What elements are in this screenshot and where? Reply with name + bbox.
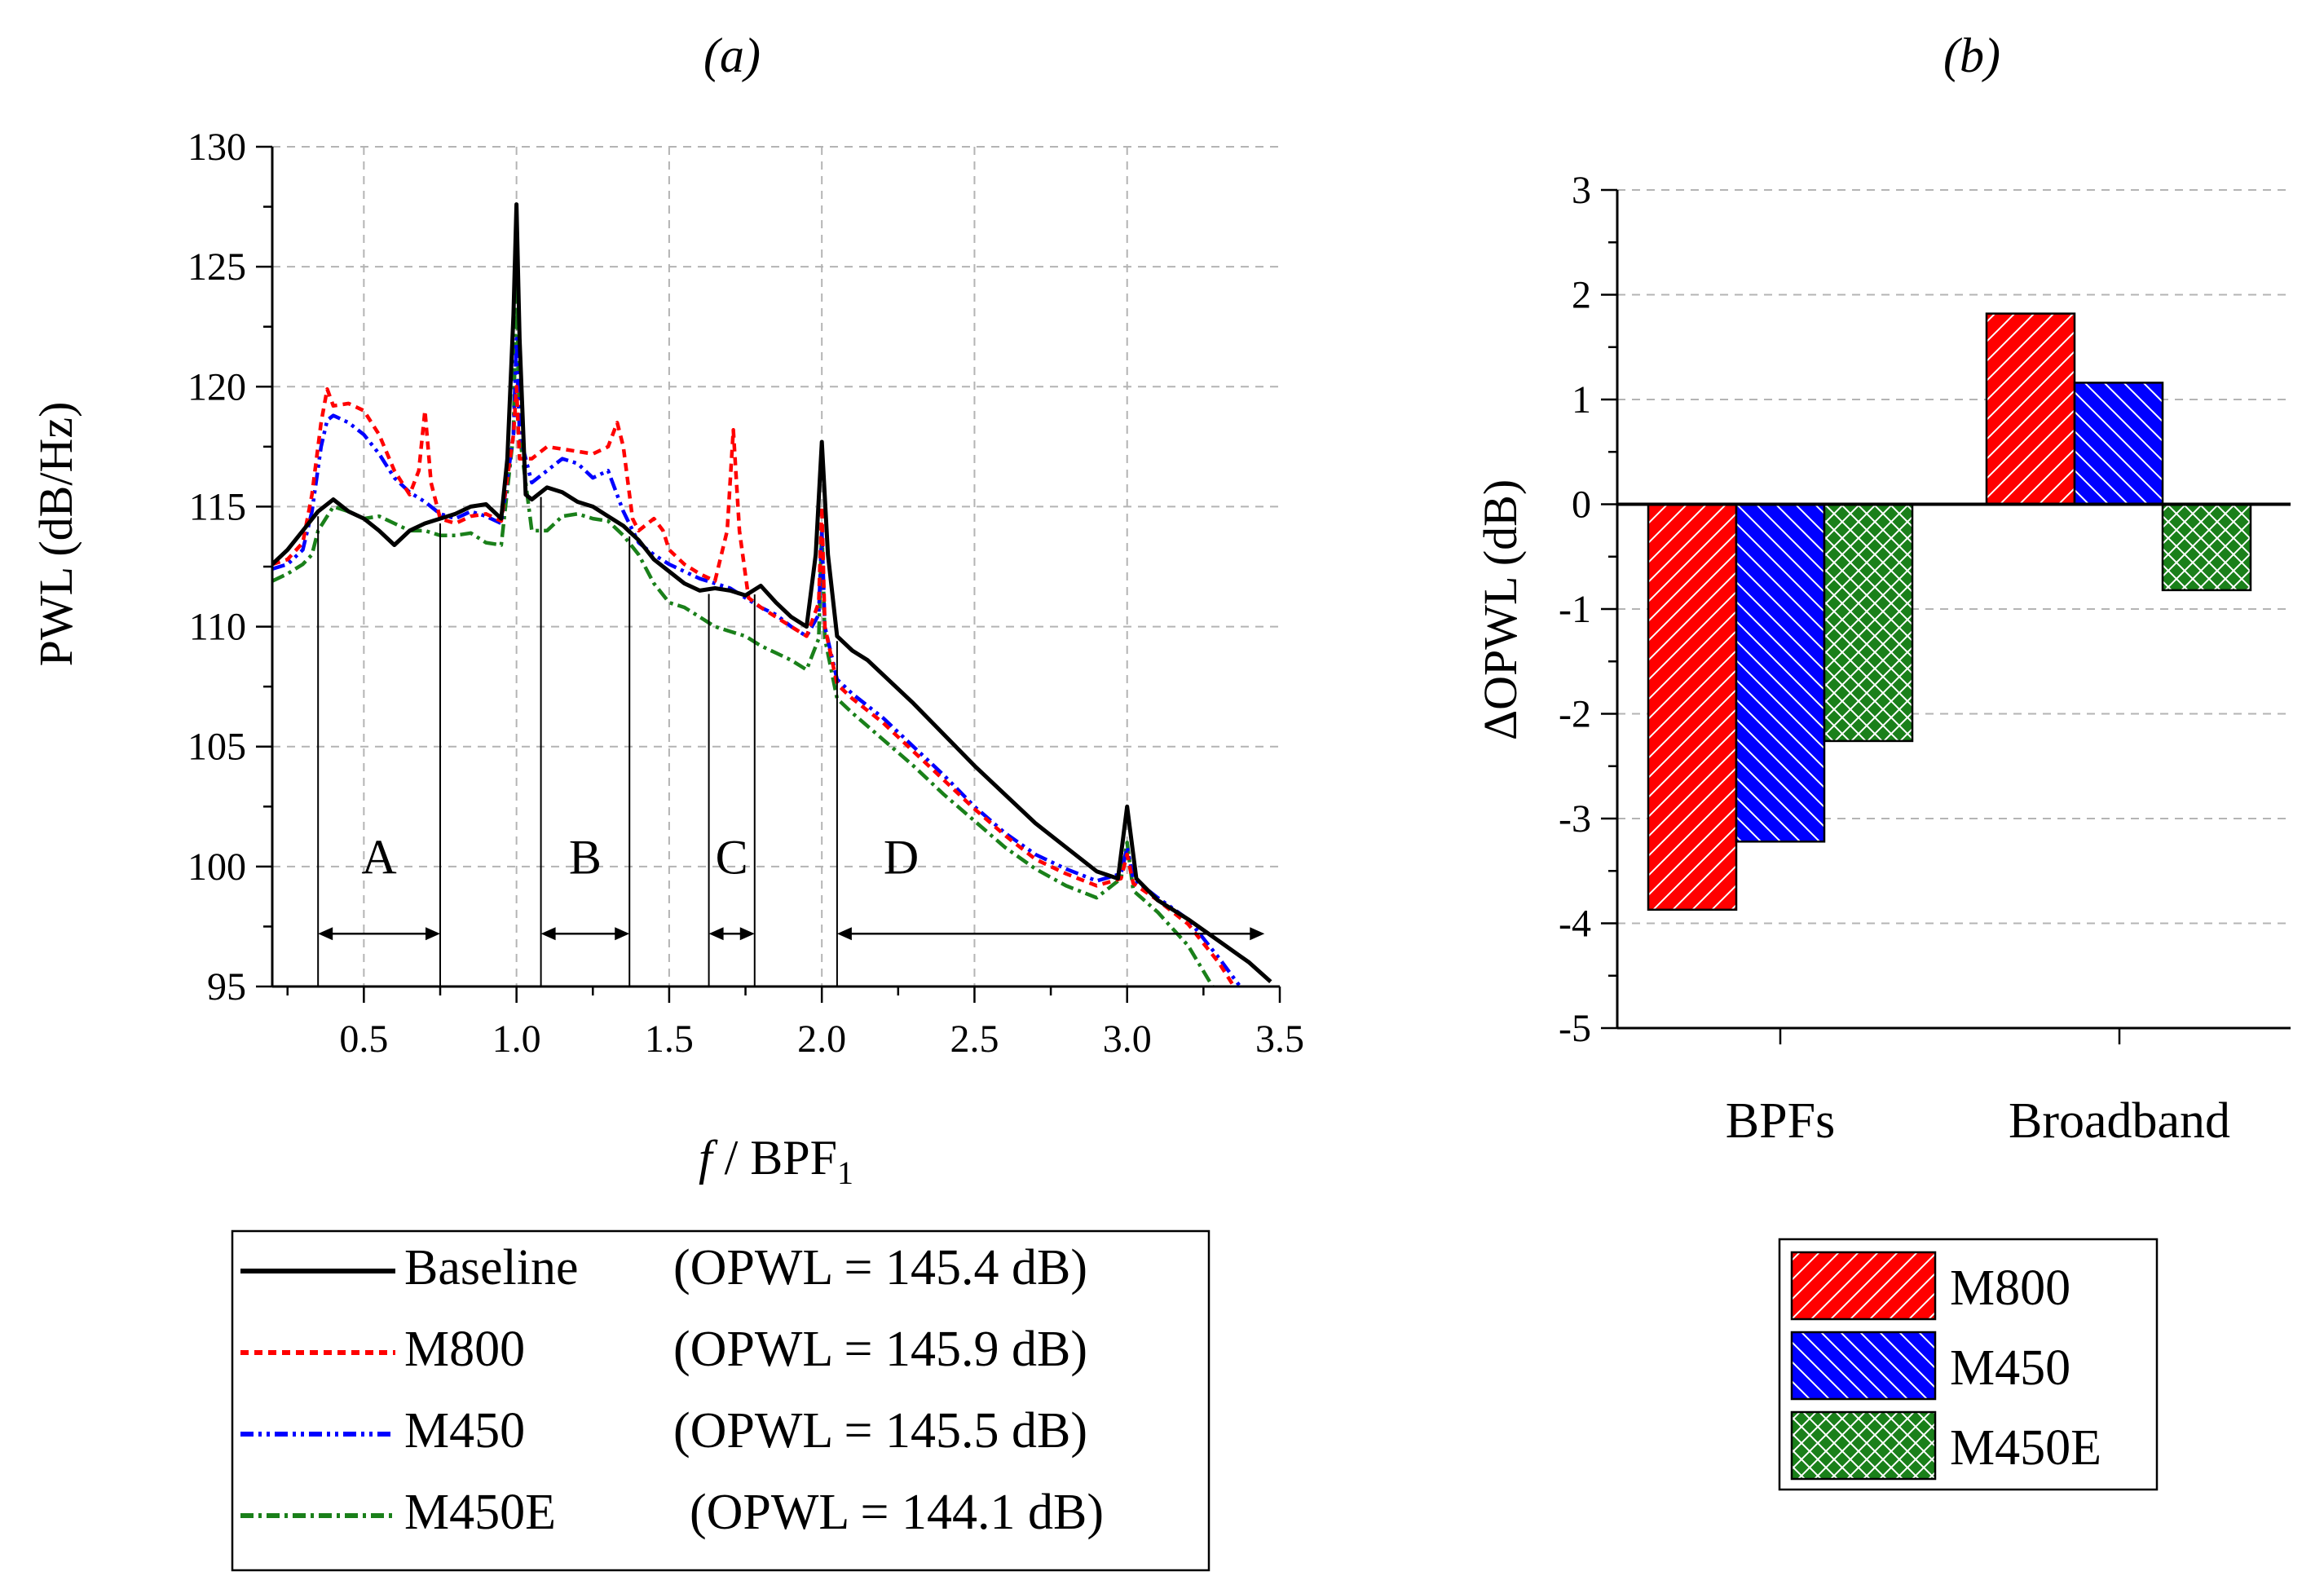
b-y-tick-label: -5: [1559, 1007, 1591, 1050]
b-legend-label-m450e: M450E: [1950, 1420, 2101, 1476]
band-label-c: C: [716, 831, 748, 885]
a-y-tick-label: 130: [187, 126, 246, 169]
bar-broadband-m450: [2073, 382, 2164, 505]
b-category-label-bpfs: BPFs: [1726, 1093, 1835, 1149]
b-y-tick-label: 1: [1572, 378, 1591, 422]
bar-bpfs-m450: [1735, 503, 1826, 843]
a-y-tick-label: 105: [187, 726, 246, 769]
bar-bpfs-m800: [1647, 503, 1738, 911]
band-a-arrowhead-right: [426, 927, 440, 941]
b-y-tick-label: 0: [1572, 483, 1591, 527]
panel-a-x-axis-label: f / BPF1: [699, 1131, 853, 1191]
panel-a-bands: A B C D: [317, 497, 1265, 987]
band-d-arrowhead-right: [1250, 927, 1265, 941]
a-x-tick-label: 3.5: [1255, 1017, 1304, 1061]
legend-label-m800: M800: [404, 1322, 525, 1377]
panel-b: (b) -5 -4 -3 -2 -1 0 1 2 3 BPFs Broadband ΔOPWL (…: [1474, 29, 2291, 1491]
panel-a-label: (a): [703, 29, 761, 82]
a-x-tick-label: 2.5: [950, 1017, 999, 1061]
b-y-tick-label: -2: [1559, 693, 1591, 736]
a-y-tick-label: 110: [189, 606, 246, 649]
legend-label-baseline: Baseline: [404, 1240, 579, 1295]
panel-a-series: [272, 202, 1272, 987]
band-label-b: B: [569, 831, 602, 885]
panel-b-legend: M800 M450 M450E: [1778, 1238, 2159, 1491]
panel-a-legend: Baseline (OPWL = 145.4 dB) M800 (OPWL = 145…: [231, 1229, 1211, 1572]
a-y-tick-label: 125: [187, 245, 246, 289]
panel-a-y-axis-label: PWL (dB/Hz): [29, 402, 82, 667]
panel-b-category-labels: BPFs Broadband: [1726, 1093, 2230, 1149]
bar-broadband-m800: [1985, 312, 2076, 505]
bar-broadband-m450e: [2161, 503, 2252, 592]
panel-b-gridlines: [1617, 189, 2291, 925]
series-line-m450: [272, 337, 1242, 987]
panel-b-y-tick-labels: -5 -4 -3 -2 -1 0 1 2 3: [1559, 169, 1591, 1050]
series-line-baseline: [272, 202, 1272, 983]
band-label-a: A: [361, 831, 396, 885]
a-y-tick-label: 100: [187, 845, 246, 889]
a-x-tick-label: 0.5: [339, 1017, 388, 1061]
panel-a-x-tick-labels: 0.5 1.0 1.5 2.0 2.5 3.0 3.5: [339, 1017, 1304, 1061]
b-category-label-broadband: Broadband: [2009, 1093, 2230, 1149]
panel-b-label: (b): [1943, 29, 2000, 82]
a-x-tick-label: 3.0: [1103, 1017, 1152, 1061]
panel-a-y-tick-labels: 95 100 105 110 115 120 125 130: [187, 126, 246, 1009]
b-legend-swatch-m800: [1790, 1251, 1937, 1321]
b-legend-swatch-m450e: [1790, 1410, 1937, 1481]
legend-note-m450: (OPWL = 145.5 dB): [673, 1403, 1087, 1459]
legend-note-m800: (OPWL = 145.9 dB): [673, 1322, 1087, 1377]
panel-a-legend-box: [231, 1229, 1211, 1572]
a-x-tick-label: 2.0: [797, 1017, 846, 1061]
b-y-tick-label: -1: [1559, 588, 1591, 631]
b-y-tick-label: 3: [1572, 169, 1591, 212]
band-b-arrowhead-left: [540, 927, 556, 941]
a-y-tick-label: 95: [207, 965, 246, 1009]
a-y-tick-label: 115: [189, 485, 246, 528]
panel-a-axes: [256, 145, 1281, 1003]
legend-label-m450: M450: [404, 1403, 525, 1459]
b-legend-label-m800: M800: [1950, 1260, 2070, 1316]
panel-b-axes: [1601, 188, 2291, 1044]
legend-label-m450e: M450E: [404, 1485, 556, 1540]
panel-a: (a) A B C D 0.5 1.0 1.5 2.0 2.5 3.0 3.5 95 100 105 1…: [29, 29, 1304, 1572]
a-y-tick-label: 120: [187, 365, 246, 408]
band-d-arrowhead-left: [836, 927, 852, 941]
b-y-tick-label: -4: [1559, 903, 1591, 946]
band-b-arrowhead-right: [615, 927, 630, 941]
panel-b-y-axis-label: ΔOPWL (dB): [1474, 479, 1527, 740]
band-c-arrowhead-right: [739, 927, 755, 941]
b-y-tick-label: -3: [1559, 797, 1591, 841]
panel-a-x-label-rest: / BPF: [712, 1131, 837, 1185]
bar-bpfs-m450e: [1823, 503, 1914, 743]
legend-note-m450e: (OPWL = 144.1 dB): [690, 1485, 1104, 1540]
band-label-d: D: [884, 831, 919, 885]
series-line-m450e: [272, 264, 1215, 987]
band-c-arrowhead-left: [708, 927, 724, 941]
series-line-m800: [272, 385, 1236, 987]
panel-b-bars: [1647, 312, 2252, 911]
b-legend-label-m450: M450: [1950, 1340, 2070, 1396]
legend-note-baseline: (OPWL = 145.4 dB): [673, 1240, 1087, 1295]
band-a-arrowhead-left: [318, 927, 333, 941]
a-x-tick-label: 1.5: [645, 1017, 694, 1061]
b-y-tick-label: 2: [1572, 274, 1591, 317]
a-x-tick-label: 1.0: [492, 1017, 541, 1061]
b-legend-swatch-m450: [1790, 1331, 1937, 1401]
panel-a-x-label-sub: 1: [837, 1154, 853, 1191]
